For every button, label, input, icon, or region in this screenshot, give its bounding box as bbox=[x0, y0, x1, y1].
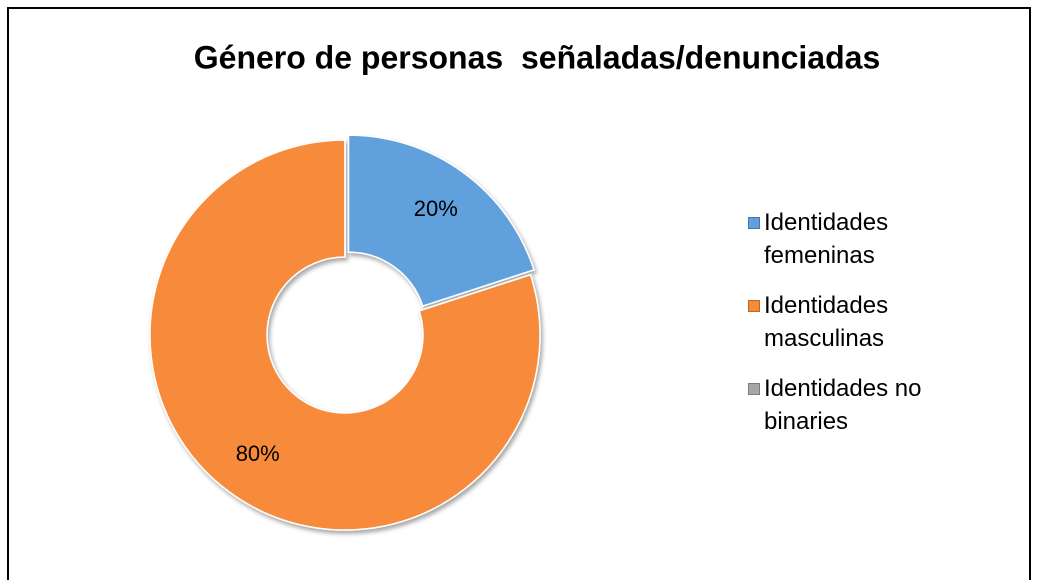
legend-item: Identidades femeninas bbox=[748, 206, 978, 272]
legend-item: Identidades masculinas bbox=[748, 289, 978, 355]
legend-swatch bbox=[748, 217, 760, 229]
donut bbox=[149, 134, 541, 531]
data-label: 20% bbox=[414, 196, 458, 221]
chart-border bbox=[7, 7, 1031, 580]
legend: Identidades femeninas Identidades masculi… bbox=[748, 206, 978, 455]
data-label: 80% bbox=[236, 441, 280, 466]
legend-swatch bbox=[748, 300, 760, 312]
legend-label: Identidades femeninas bbox=[764, 209, 889, 269]
legend-label: Identidades masculinas bbox=[764, 292, 889, 352]
legend-label: Identidades no binaries bbox=[764, 375, 922, 435]
slice bbox=[149, 139, 541, 531]
chart-title: Género de personas señaladas/denunciadas bbox=[194, 39, 880, 75]
legend-item: Identidades no binaries bbox=[748, 372, 978, 438]
legend-swatch bbox=[748, 383, 760, 395]
slice bbox=[347, 134, 535, 307]
